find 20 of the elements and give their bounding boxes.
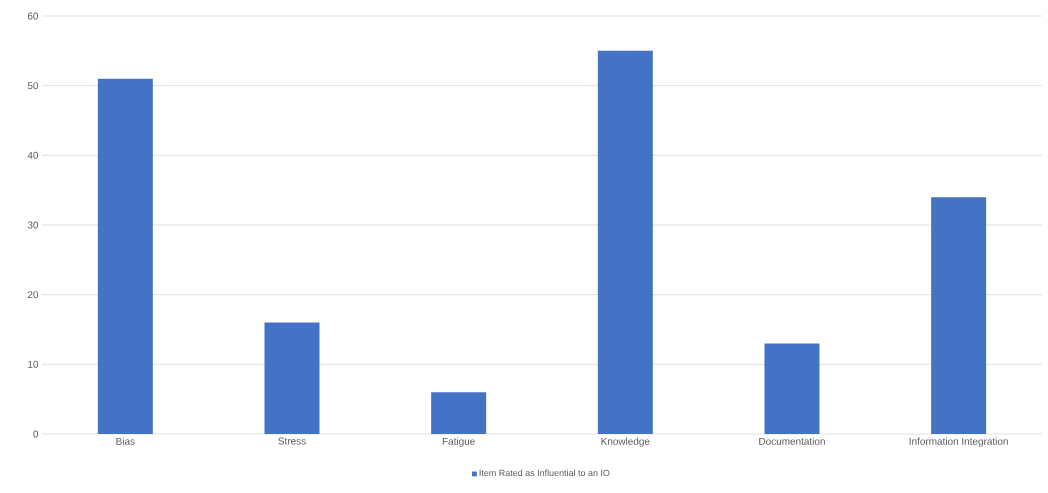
x-tick-label: Fatigue — [442, 437, 475, 447]
bar — [597, 50, 653, 434]
y-tick-label: 40 — [27, 151, 39, 159]
bar — [431, 392, 487, 434]
bar — [264, 322, 320, 434]
y-tick-label: 0 — [33, 430, 39, 438]
bar — [931, 197, 987, 434]
x-tick-label: Information Integration — [909, 437, 1008, 447]
x-tick-label: Documentation — [759, 437, 825, 445]
y-tick-label: 50 — [27, 82, 39, 90]
bar — [764, 343, 820, 434]
x-tick-label: Stress — [278, 437, 306, 445]
legend-label: Item Rated as Influential to an IO — [479, 469, 610, 477]
y-tick-label: 30 — [27, 221, 39, 229]
bar — [97, 78, 153, 434]
x-tick-label: Knowledge — [601, 437, 650, 447]
y-tick-label: 20 — [27, 291, 39, 299]
y-tick-label: 60 — [27, 12, 39, 20]
x-tick-label: Bias — [116, 437, 135, 445]
y-tick-label: 10 — [28, 360, 39, 368]
